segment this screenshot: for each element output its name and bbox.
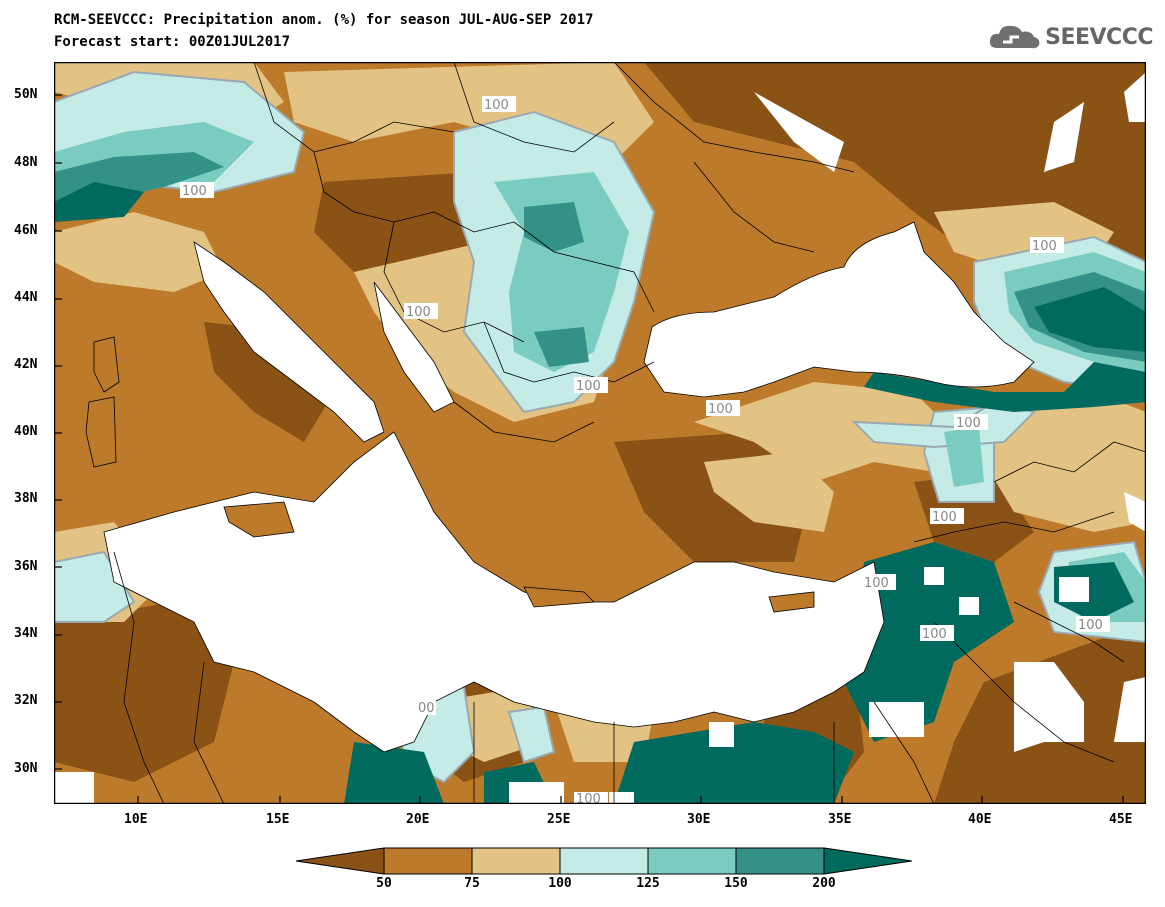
- contour-label: 100: [182, 184, 207, 199]
- contour-label: 100: [576, 792, 601, 804]
- colorbar-label: 125: [636, 876, 660, 891]
- contour-label: 100: [932, 510, 957, 525]
- colorbar-swatch: [383, 847, 473, 875]
- title-line-1: RCM-SEEVCCC: Precipitation anom. (%) for…: [54, 12, 594, 28]
- anomaly-above-200: [54, 182, 1146, 804]
- lat-label: 42N: [14, 357, 38, 372]
- title-line-2: Forecast start: 00Z01JUL2017: [54, 34, 291, 50]
- lat-label: 36N: [14, 559, 38, 574]
- country-borders: [113, 62, 1146, 804]
- lat-label: 46N: [14, 223, 38, 238]
- contour-label: 100: [484, 98, 509, 113]
- lon-label: 30E: [687, 812, 711, 827]
- lat-label: 30N: [14, 761, 38, 776]
- lat-label: 34N: [14, 626, 38, 641]
- colorbar-swatch: [559, 847, 649, 875]
- colorbar-label: 150: [724, 876, 748, 891]
- contour-label: 100: [708, 402, 733, 417]
- colorbar-swatch: [296, 847, 385, 875]
- axis-ticks: [54, 94, 1124, 804]
- colorbar-label: 100: [548, 876, 572, 891]
- islands: [85, 336, 815, 613]
- precipitation-map: 100 100 100 100 100 100 100 100 100 100 …: [54, 62, 1146, 804]
- contour-label: 100: [956, 416, 981, 431]
- logo-text: SEEVCCC: [1045, 24, 1153, 50]
- lon-label: 35E: [828, 812, 852, 827]
- lat-label: 50N: [14, 87, 38, 102]
- lat-label: 40N: [14, 424, 38, 439]
- lon-label: 40E: [968, 812, 992, 827]
- colorbar-swatch: [735, 847, 825, 875]
- contour-label: 00: [418, 701, 435, 716]
- lat-label: 32N: [14, 693, 38, 708]
- colorbar-label: 75: [464, 876, 480, 891]
- sea-areas: [103, 221, 1035, 753]
- lon-label: 45E: [1109, 812, 1133, 827]
- colorbar-swatch: [647, 847, 737, 875]
- colorbar-label: 50: [376, 876, 392, 891]
- no-data-patches: [54, 72, 1146, 804]
- colorbar-swatch: [471, 847, 561, 875]
- seevccc-logo: SEEVCCC: [989, 22, 1153, 52]
- lon-label: 15E: [266, 812, 290, 827]
- cloud-icon: [990, 25, 1040, 49]
- lat-label: 44N: [14, 290, 38, 305]
- contour-label: 100: [1078, 618, 1103, 633]
- colorbar: [296, 847, 912, 875]
- colorbar-label: 200: [812, 876, 836, 891]
- contour-label: 100: [1032, 239, 1057, 254]
- colorbar-swatch: [823, 847, 912, 875]
- lon-label: 25E: [547, 812, 571, 827]
- contour-labels: 100 100 100 100 100 100 100 100 100 100 …: [180, 96, 1110, 804]
- contour-label: 100: [864, 576, 889, 591]
- lon-label: 20E: [406, 812, 430, 827]
- lat-label: 48N: [14, 155, 38, 170]
- contour-label: 100: [406, 305, 431, 320]
- contour-label: 100: [922, 627, 947, 642]
- contour-label: 100: [576, 379, 601, 394]
- lat-label: 38N: [14, 491, 38, 506]
- lon-label: 10E: [124, 812, 148, 827]
